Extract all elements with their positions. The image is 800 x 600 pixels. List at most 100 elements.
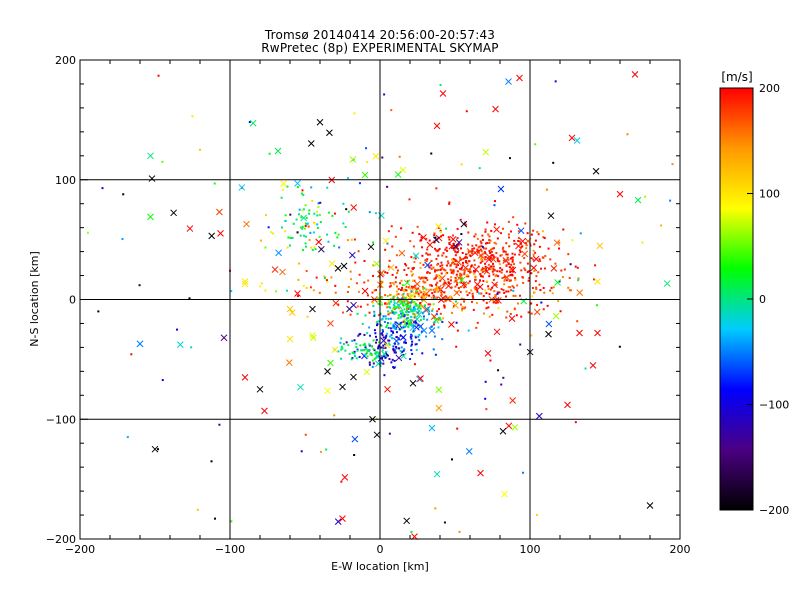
data-point (500, 383, 503, 386)
data-point (401, 284, 404, 287)
data-point (387, 326, 390, 329)
data-point (412, 325, 415, 328)
data-point (412, 306, 415, 309)
data-point (199, 148, 201, 151)
data-point (410, 290, 413, 293)
data-point (491, 247, 494, 250)
data-point (389, 312, 392, 315)
data-point (466, 274, 469, 277)
data-point (559, 310, 562, 313)
data-point-cross (334, 265, 342, 272)
data-point (498, 270, 501, 273)
data-point (387, 299, 390, 302)
data-point (439, 83, 442, 86)
data-point (363, 342, 366, 345)
data-point (368, 361, 371, 364)
data-point (426, 248, 429, 251)
data-point (467, 268, 470, 271)
data-point (316, 226, 319, 229)
data-point (543, 267, 546, 270)
data-point (366, 355, 369, 358)
data-point (495, 242, 498, 245)
data-point (267, 226, 270, 229)
data-point (371, 365, 374, 368)
data-point (482, 279, 485, 282)
data-point (524, 269, 527, 272)
data-point (475, 326, 478, 329)
data-point (403, 330, 406, 333)
data-point (595, 304, 598, 307)
data-point (476, 237, 479, 240)
data-point (372, 297, 375, 300)
data-point (399, 299, 402, 302)
data-point (409, 322, 412, 325)
data-point (384, 356, 387, 359)
data-point (400, 315, 403, 318)
data-point (410, 256, 413, 259)
data-point (347, 285, 350, 288)
data-point (346, 177, 349, 180)
data-point (479, 273, 482, 276)
data-point (421, 246, 424, 249)
data-point (461, 306, 464, 309)
data-point (429, 284, 432, 287)
data-point (489, 288, 492, 291)
data-point (390, 361, 393, 364)
data-point (464, 306, 467, 309)
data-point (436, 287, 439, 290)
data-point (558, 280, 561, 283)
data-point-cross (471, 249, 479, 257)
data-point (570, 289, 573, 292)
data-point (297, 278, 300, 281)
data-point (395, 266, 398, 269)
data-point (318, 291, 321, 294)
data-point (576, 266, 579, 269)
data-point (488, 315, 491, 318)
data-point (403, 300, 406, 303)
data-point (536, 303, 539, 306)
data-point (568, 289, 571, 292)
data-point (435, 187, 438, 190)
data-point (157, 448, 159, 451)
data-point (473, 235, 476, 238)
data-point (218, 423, 221, 426)
data-point (530, 257, 533, 260)
data-point (309, 286, 312, 289)
data-point (402, 326, 405, 329)
data-point (400, 227, 403, 230)
data-point (305, 286, 308, 289)
data-point (484, 289, 487, 292)
data-point (384, 346, 387, 349)
data-point (401, 286, 404, 289)
data-point (354, 261, 357, 264)
data-point (529, 264, 532, 267)
data-point-cross (432, 236, 440, 244)
data-point (420, 294, 423, 297)
data-point (412, 324, 415, 327)
data-point (491, 267, 494, 270)
data-point (424, 281, 427, 284)
data-point (417, 335, 420, 338)
data-point (284, 214, 287, 217)
data-point (472, 269, 475, 272)
data-point (411, 231, 414, 234)
data-point (432, 294, 435, 297)
data-point (414, 343, 417, 346)
data-point (397, 293, 400, 296)
data-point (349, 270, 352, 273)
data-point (474, 278, 477, 281)
data-point (528, 277, 531, 280)
data-point-cross (435, 223, 442, 230)
data-point (482, 269, 485, 272)
data-point (275, 290, 278, 293)
data-point (490, 229, 493, 232)
data-point (384, 302, 387, 305)
data-point (509, 230, 512, 233)
data-point (480, 250, 483, 253)
data-point (463, 271, 466, 274)
data-point (489, 239, 492, 242)
data-point (381, 334, 384, 337)
data-point (500, 288, 503, 291)
data-point (389, 327, 392, 330)
data-point (298, 208, 301, 211)
